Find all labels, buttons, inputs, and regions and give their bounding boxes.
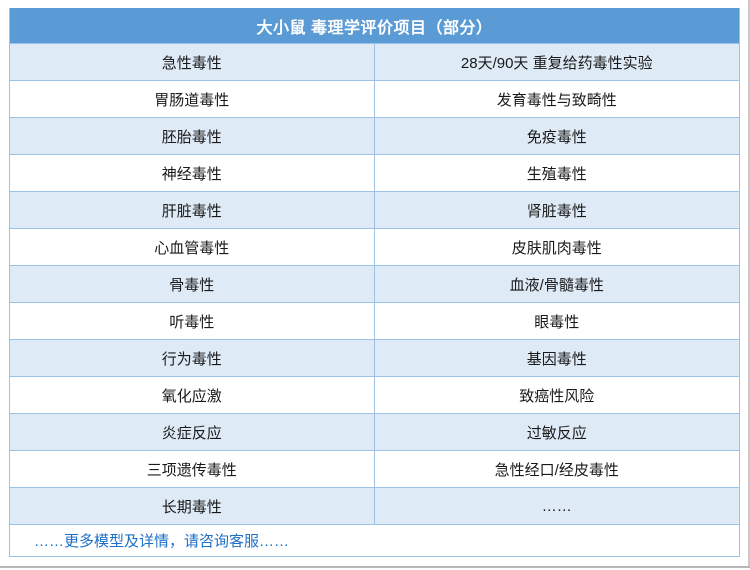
table-row: 胚胎毒性 免疫毒性 — [10, 117, 739, 154]
table-row: 听毒性 眼毒性 — [10, 302, 739, 339]
cell-right: 过敏反应 — [526, 424, 587, 442]
table-body: 急性毒性 28天/90天 重复给药毒性实验 胃肠道毒性 发育毒性与致畸性 胚胎毒… — [10, 43, 739, 524]
table-row: 胃肠道毒性 发育毒性与致畸性 — [10, 80, 739, 117]
cell-right: 发育毒性与致畸性 — [496, 91, 617, 109]
footer-note: ……更多模型及详情，请咨询客服…… — [10, 524, 739, 556]
cell-left: 胃肠道毒性 — [10, 81, 375, 117]
cell-right: 血液/骨髓毒性 — [509, 276, 604, 294]
cell-left: 肝脏毒性 — [10, 192, 375, 228]
cell-right: …… — [541, 497, 572, 515]
cell-left: 急性毒性 — [10, 44, 375, 80]
cell-right: 急性经口/经皮毒性 — [494, 461, 619, 479]
table-row: 行为毒性 基因毒性 — [10, 339, 739, 376]
cell-right: 28天/90天 重复给药毒性实验 — [460, 54, 653, 72]
cell-left: 三项遗传毒性 — [10, 451, 375, 487]
table-row: 氧化应激 致癌性风险 — [10, 376, 739, 413]
cell-left: 神经毒性 — [10, 155, 375, 191]
cell-left: 炎症反应 — [10, 414, 375, 450]
page-edge-bottom — [0, 566, 750, 568]
cell-left: 心血管毒性 — [10, 229, 375, 265]
cell-right: 皮肤肌肉毒性 — [511, 239, 602, 257]
cell-right: 基因毒性 — [526, 350, 587, 368]
cell-right: 肾脏毒性 — [526, 202, 587, 220]
cell-right: 致癌性风险 — [519, 387, 595, 405]
table-row: 神经毒性 生殖毒性 — [10, 154, 739, 191]
table-row: 炎症反应 过敏反应 — [10, 413, 739, 450]
cell-right: 免疫毒性 — [526, 128, 587, 146]
cell-left: 氧化应激 — [10, 377, 375, 413]
cell-left: 胚胎毒性 — [10, 118, 375, 154]
cell-left: 行为毒性 — [10, 340, 375, 376]
table-row: 长期毒性 …… — [10, 487, 739, 524]
cell-right: 生殖毒性 — [526, 165, 587, 183]
cell-right: 眼毒性 — [534, 313, 580, 331]
table-row: 肝脏毒性 肾脏毒性 — [10, 191, 739, 228]
table-row: 急性毒性 28天/90天 重复给药毒性实验 — [10, 43, 739, 80]
table-row: 三项遗传毒性 急性经口/经皮毒性 — [10, 450, 739, 487]
page-edge-right — [748, 0, 750, 568]
cell-left: 骨毒性 — [10, 266, 375, 302]
toxicology-table: 大小鼠 毒理学评价项目（部分） 急性毒性 28天/90天 重复给药毒性实验 胃肠… — [9, 8, 740, 557]
table-row: 骨毒性 血液/骨髓毒性 — [10, 265, 739, 302]
cell-left: 听毒性 — [10, 303, 375, 339]
cell-left: 长期毒性 — [10, 488, 375, 524]
table-row: 心血管毒性 皮肤肌肉毒性 — [10, 228, 739, 265]
table-title: 大小鼠 毒理学评价项目（部分） — [10, 8, 739, 43]
